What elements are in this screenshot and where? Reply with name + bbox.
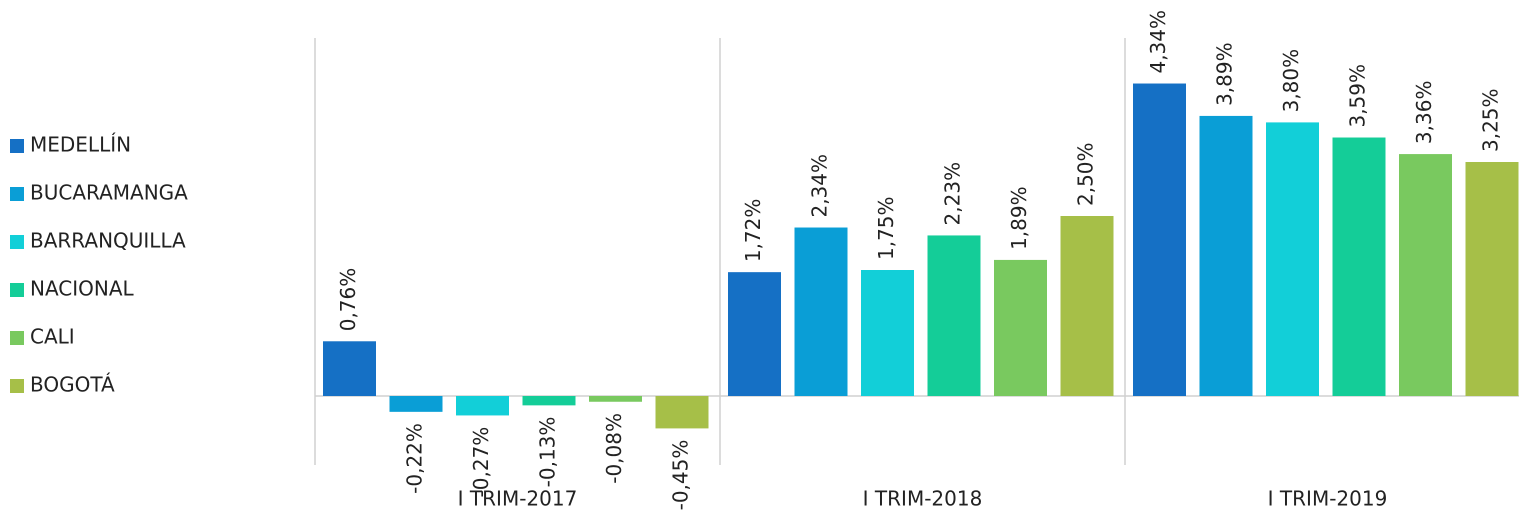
legend-swatch xyxy=(10,331,24,345)
legend-label: CALI xyxy=(30,325,75,349)
legend-label: BARRANQUILLA xyxy=(30,229,186,253)
x-tick-label: I TRIM-2019 xyxy=(1268,487,1388,511)
value-label: 3,59% xyxy=(1346,64,1370,128)
value-label: -0,27% xyxy=(469,427,493,498)
bar xyxy=(323,341,376,396)
legend-label: NACIONAL xyxy=(30,277,135,301)
legend-swatch xyxy=(10,235,24,249)
bar xyxy=(1332,137,1386,396)
value-label: 0,76% xyxy=(336,268,360,332)
value-label: 1,89% xyxy=(1007,186,1031,250)
bar xyxy=(994,259,1047,396)
legend-swatch xyxy=(10,187,24,201)
value-label: 3,36% xyxy=(1412,81,1436,145)
bar xyxy=(456,396,509,416)
bar xyxy=(1199,115,1253,397)
bar xyxy=(589,396,642,402)
bar xyxy=(655,396,709,429)
value-label: 3,89% xyxy=(1213,42,1237,106)
bar xyxy=(927,235,981,396)
x-tick-label: I TRIM-2018 xyxy=(863,487,983,511)
value-label: 2,50% xyxy=(1074,142,1098,206)
value-label: 1,72% xyxy=(741,199,765,263)
bar xyxy=(1465,162,1519,396)
value-label: 3,25% xyxy=(1479,88,1503,152)
legend-swatch xyxy=(10,139,24,153)
x-tick-label: I TRIM-2017 xyxy=(458,487,578,511)
value-label: 2,34% xyxy=(808,154,832,218)
legend-swatch xyxy=(10,379,24,393)
bar xyxy=(1399,154,1452,396)
value-label: -0,13% xyxy=(536,417,560,488)
bar xyxy=(522,396,576,406)
value-label: 4,34% xyxy=(1146,10,1170,74)
value-label: 2,23% xyxy=(941,162,965,226)
legend-label: MEDELLÍN xyxy=(30,133,131,157)
bar xyxy=(728,272,781,396)
legend-label: BOGOTÁ xyxy=(30,373,115,397)
bar xyxy=(1060,216,1114,396)
legend-label: BUCARAMANGA xyxy=(30,181,188,205)
bar xyxy=(389,396,443,412)
value-label: -0,45% xyxy=(669,440,693,511)
bar xyxy=(861,270,914,396)
bar xyxy=(1266,122,1319,397)
value-label: 1,75% xyxy=(874,196,898,260)
value-label: -0,22% xyxy=(403,423,427,494)
legend-swatch xyxy=(10,283,24,297)
value-label: -0,08% xyxy=(602,413,626,484)
value-label: 3,80% xyxy=(1279,49,1303,113)
bar xyxy=(794,227,848,396)
bar xyxy=(1133,83,1186,397)
